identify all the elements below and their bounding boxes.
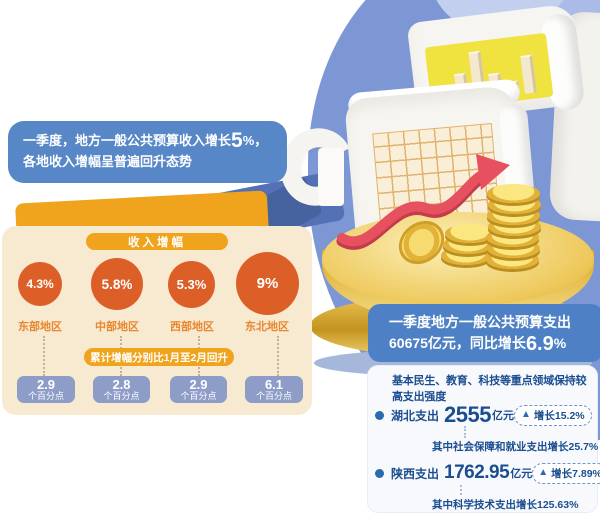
spending-region: 陕西支出 (391, 466, 440, 481)
spending-growth-value: 6.9 (525, 333, 554, 355)
rebound-unit: 个百分点 (27, 390, 64, 401)
spending-summary-note: 一季度地方一般公共预算支出 60675亿元，同比增长6.9% (368, 304, 600, 362)
region-growth-circle: 5.3% (168, 261, 215, 308)
rebound-box: 6.1 个百分点 (245, 376, 303, 403)
rebound-unit: 个百分点 (255, 390, 292, 401)
spending-summary-text: 一季度地方一般公共预算支出 (389, 314, 571, 330)
dotted-connector (464, 426, 466, 438)
growth-badge: ▲ 增长7.89% (532, 462, 600, 484)
spending-amount: 2555 (444, 402, 491, 427)
region-growth-circle: 9% (236, 252, 299, 315)
region-growth-circle: 5.8% (91, 258, 143, 310)
growth-badge: ▲ 增长15.2% (513, 404, 592, 426)
region-label: 西部地区 (170, 321, 214, 333)
revenue-growth-badge: 收入增幅 (86, 233, 228, 250)
spending-unit: 亿元 (510, 468, 533, 480)
growth-arrow-icon (336, 154, 510, 250)
revenue-summary-note: 一季度，地方一般公共预算收入增长5%， 各地收入增幅呈普遍回升态势 (8, 121, 287, 183)
spending-subnote: 其中社会保障和就业支出增长25.7% (432, 441, 599, 453)
spending-item: 陕西支出 1762.95 亿元 ▲ 增长7.89% (375, 462, 600, 484)
rebound-value: 2.8 (112, 377, 131, 392)
coin-stack-icon (445, 224, 495, 243)
spending-item: 湖北支出 2555 亿元 ▲ 增长15.2% (375, 402, 592, 428)
region-label: 中部地区 (95, 321, 139, 333)
rebound-unit: 个百分点 (103, 390, 140, 401)
dotted-connector (277, 336, 279, 376)
spending-subnote: 其中科学技术支出增长125.63% (432, 499, 579, 511)
coin-stack-icon (487, 184, 540, 203)
revenue-summary-text: %， (242, 133, 268, 148)
rebound-box: 2.9 个百分点 (17, 376, 75, 403)
rebound-box: 2.8 个百分点 (93, 376, 150, 403)
spending-intro: 基本民生、教育、科技等重点领域保持较高支出强度 (392, 375, 587, 403)
spending-amount: 1762.95 (444, 462, 510, 483)
dotted-connector (460, 485, 462, 495)
rebound-unit: 个百分点 (180, 390, 217, 401)
spending-unit: 亿元 (491, 410, 514, 422)
rebound-value: 2.9 (36, 377, 56, 392)
rebound-value: 6.1 (264, 377, 284, 392)
bullet-icon (375, 468, 384, 478)
spending-region: 湖北支出 (391, 408, 440, 423)
rebound-value: 2.9 (189, 377, 208, 392)
up-triangle-icon: ▲ (520, 409, 531, 420)
paper-curl-illustration (318, 148, 344, 206)
spending-summary-text: % (553, 335, 567, 351)
rebound-badge: 累计增幅分别比1月至2月回升 (84, 348, 234, 366)
growth-badge-text: 增长7.89% (551, 467, 600, 480)
region-label: 东部地区 (18, 321, 62, 333)
revenue-growth-value: 5 (231, 129, 243, 152)
dotted-connector (43, 336, 45, 376)
up-triangle-icon: ▲ (538, 467, 549, 478)
bar (520, 54, 537, 94)
spending-detail-panel: 基本民生、教育、科技等重点领域保持较高支出强度 湖北支出 2555 亿元 ▲ 增… (368, 366, 600, 512)
bullet-icon (375, 410, 384, 420)
revenue-summary-text: 一季度，地方一般公共预算收入增长 (23, 133, 232, 148)
revenue-summary-text: 各地收入增幅呈普遍回升态势 (23, 153, 193, 169)
region-label: 东北地区 (245, 321, 289, 333)
rebound-box: 2.9 个百分点 (170, 376, 227, 403)
region-growth-circle: 4.3% (18, 262, 62, 306)
spending-summary-text: 60675亿元，同比增长 (389, 335, 526, 351)
growth-badge-text: 增长15.2% (533, 409, 585, 422)
revenue-panel: 收入增幅 4.3% 5.8% 5.3% 9% 东部地区 中部地区 西部地区 东北… (2, 226, 312, 415)
